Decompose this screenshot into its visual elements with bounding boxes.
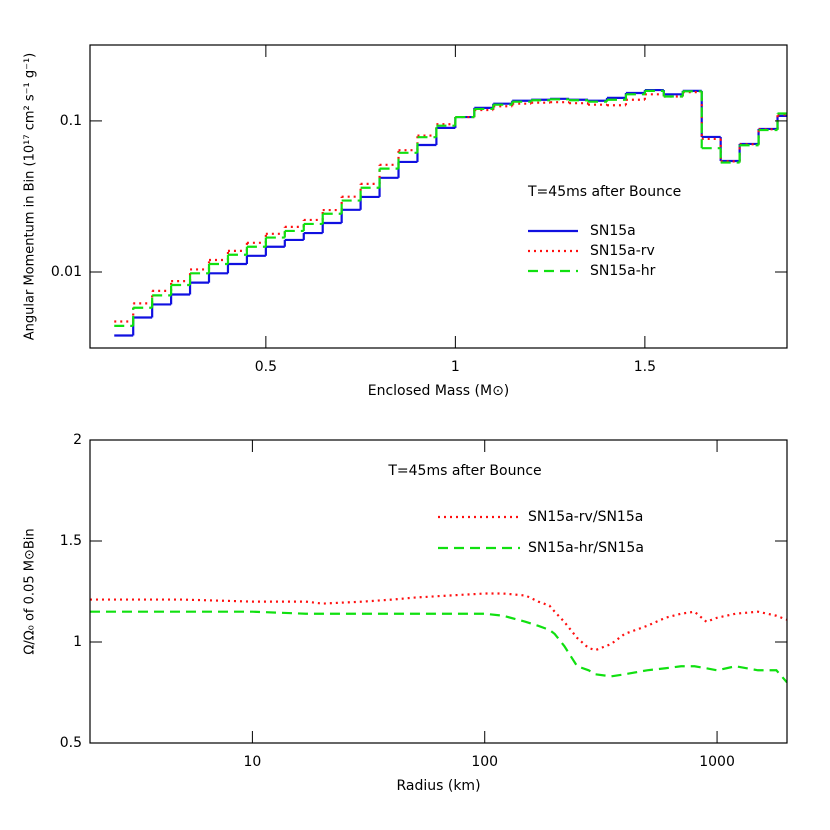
annotation: T=45ms after Bounce xyxy=(387,463,541,479)
x-tick-label: 100 xyxy=(471,754,498,770)
y-tick-label: 0.5 xyxy=(60,735,82,751)
legend-label: SN15a-rv/SN15a xyxy=(528,509,643,525)
legend-label: SN15a-rv xyxy=(590,243,655,259)
y-tick-label: 1.5 xyxy=(60,533,82,549)
x-tick-label: 1 xyxy=(451,359,460,375)
y-tick-label: 2 xyxy=(73,432,82,448)
y-axis-label: Ω/Ω₀ of 0.05 M⊙Bin xyxy=(23,528,38,654)
y-tick-label: 1 xyxy=(73,634,82,650)
y-tick-label: 0.1 xyxy=(60,113,82,129)
annotation: T=45ms after Bounce xyxy=(527,184,681,200)
x-axis-label: Enclosed Mass (M⊙) xyxy=(368,383,510,399)
panel: 10 100 1000 0.5 1 1.5 2 Radius (km) Ω/Ω₀ of 0.05… xyxy=(23,432,788,794)
legend-label: SN15a xyxy=(590,223,636,239)
x-tick-label: 10 xyxy=(243,754,261,770)
plot-area xyxy=(90,592,787,684)
panel: 0.5 1 1.5 0.01 0.1 Enclosed Mass (M⊙) Angular … xyxy=(23,44,788,399)
frame xyxy=(89,439,788,744)
x-tick-label: 1.5 xyxy=(634,359,656,375)
legend-label: SN15a-hr xyxy=(590,263,656,279)
x-axis-label: Radius (km) xyxy=(396,778,480,794)
series-line xyxy=(90,610,787,684)
y-axis-label: Angular Momentum in Bin (10¹⁷ cm² s⁻¹ g⁻… xyxy=(23,53,38,340)
legend-label: SN15a-hr/SN15a xyxy=(528,540,644,556)
series-line xyxy=(90,592,787,652)
plot-area xyxy=(114,88,787,337)
x-tick-label: 0.5 xyxy=(255,359,277,375)
y-tick-label: 0.01 xyxy=(51,264,82,280)
frame xyxy=(89,44,788,349)
x-tick-label: 1000 xyxy=(699,754,735,770)
